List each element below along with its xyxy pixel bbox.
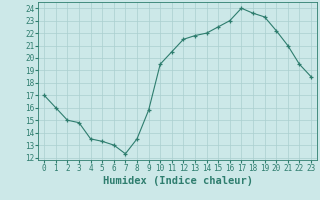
X-axis label: Humidex (Indice chaleur): Humidex (Indice chaleur) <box>103 176 252 186</box>
